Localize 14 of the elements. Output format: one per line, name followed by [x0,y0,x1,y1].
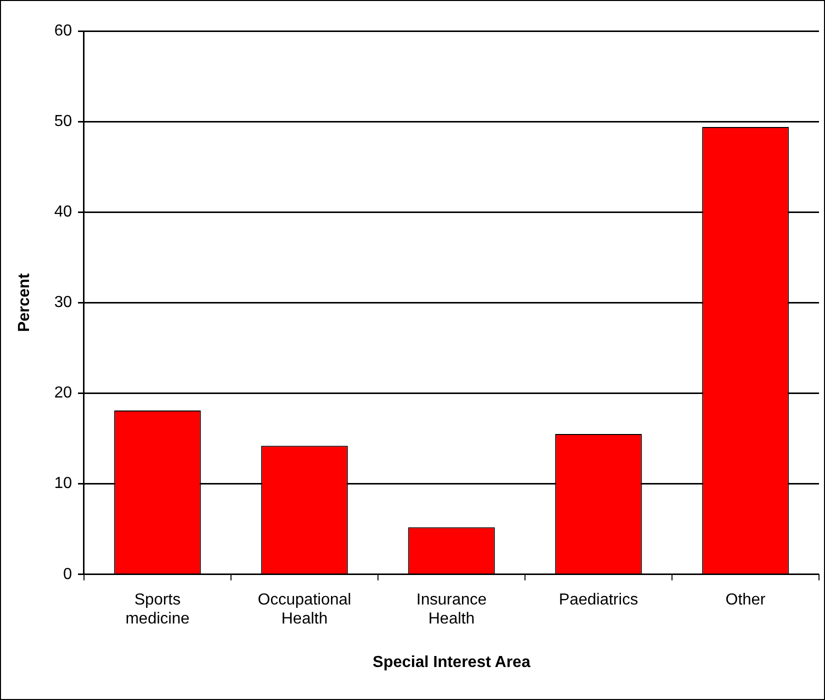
x-tick-label: Paediatrics [558,591,638,608]
x-tick-label: Sports medicine [125,591,190,628]
x-tick-label: Other [725,591,766,608]
y-tick-label: 50 [54,112,72,130]
x-tick-label: Occupational Health [258,591,352,628]
x-tick-label: Insurance Health [416,591,487,628]
y-tick-label: 60 [54,22,72,40]
y-tick-label: 40 [54,204,72,221]
x-axis-title: Special Interest Area [372,654,530,671]
y-tick-label: 20 [54,384,72,402]
y-tick-label: 0 [63,566,72,583]
y-tick-label: 10 [54,475,72,492]
y-tick-label: 30 [54,294,72,312]
y-axis-title: Percent [16,272,34,332]
